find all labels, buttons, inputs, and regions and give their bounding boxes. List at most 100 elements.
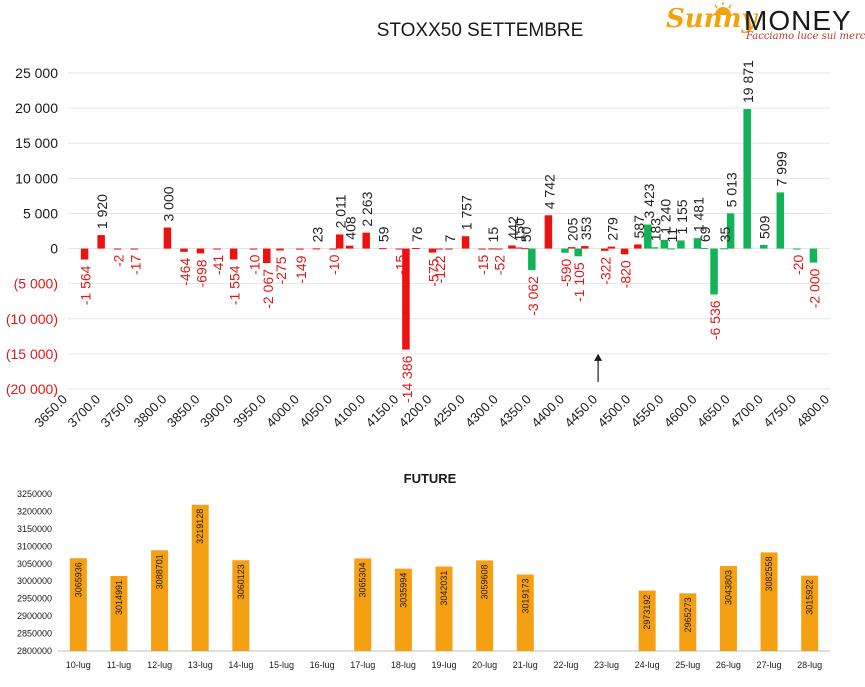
bottom-data-label: 3065936 — [73, 562, 83, 597]
bottom-data-label: 3015922 — [805, 580, 815, 615]
bottom-bar — [394, 568, 412, 651]
top-bar — [607, 246, 616, 249]
top-bar — [229, 248, 238, 260]
top-bar — [528, 248, 536, 271]
top-data-label: -122 — [432, 255, 448, 283]
top-y-tick-label: 10 000 — [15, 170, 58, 186]
bottom-bar — [69, 558, 87, 651]
top-bar — [620, 248, 629, 255]
bottom-y-tick-label: 2900000 — [17, 611, 52, 621]
top-bar — [130, 248, 139, 250]
top-data-label: -149 — [293, 255, 309, 283]
bottom-bar — [191, 504, 209, 651]
top-bar — [276, 248, 284, 251]
top-bar — [213, 248, 221, 250]
top-data-label: -275 — [273, 256, 289, 284]
top-bar — [650, 247, 659, 249]
top-data-label: 408 — [343, 216, 359, 240]
top-x-tick-label: 4800.0 — [793, 392, 832, 431]
top-y-tick-label: 15 000 — [15, 135, 58, 151]
bottom-chart-data-labels: 3065936 3014991 3088701 3219128 3060123 30653… — [73, 509, 814, 633]
top-data-label: 4 742 — [541, 174, 557, 209]
top-bar — [644, 224, 652, 249]
top-data-label: 3 423 — [641, 183, 657, 218]
bottom-bar — [110, 575, 128, 651]
sun-icon — [714, 2, 732, 15]
top-data-label: -464 — [177, 258, 193, 286]
top-bar — [677, 240, 685, 249]
top-data-label: -1 105 — [571, 262, 587, 302]
top-x-tick-label: 4650.0 — [694, 392, 733, 431]
top-bar — [362, 232, 370, 249]
top-data-label: -10 — [247, 254, 263, 274]
bottom-y-tick-label: 3200000 — [17, 506, 52, 516]
top-bar — [329, 248, 337, 250]
bottom-x-tick-label: 18-lug — [391, 660, 416, 670]
top-y-tick-label: (10 000) — [6, 311, 58, 327]
bottom-x-tick-label: 10-lug — [66, 660, 91, 670]
bottom-chart-bars — [69, 504, 819, 651]
top-x-tick-label: 3850.0 — [164, 392, 203, 431]
top-data-label: 2 011 — [333, 194, 349, 228]
bottom-x-tick-label: 14-lug — [228, 660, 253, 670]
top-data-label: 23 — [309, 227, 325, 243]
bottom-x-tick-label: 11-lug — [107, 660, 131, 670]
bottom-x-tick-label: 13-lug — [188, 660, 213, 670]
bottom-data-label: 3042031 — [439, 571, 449, 606]
top-data-label: -590 — [558, 258, 574, 286]
top-x-tick-label: 4600.0 — [661, 392, 700, 431]
bottom-y-tick-label: 2950000 — [17, 594, 52, 604]
top-chart-title: STOXX50 SETTEMBRE — [377, 20, 584, 41]
top-y-tick-label: (15 000) — [6, 346, 58, 362]
top-data-label: -575 — [425, 258, 441, 286]
top-data-label: 11 — [664, 228, 680, 243]
top-data-label: 205 — [565, 218, 581, 242]
top-bar — [600, 248, 609, 251]
bottom-data-label: 3014991 — [114, 580, 124, 615]
top-bar — [80, 248, 89, 260]
bottom-x-tick-label: 15-lug — [269, 660, 294, 670]
bottom-bar — [354, 558, 372, 651]
top-data-label: -15 — [392, 254, 408, 274]
bottom-x-tick-label: 19-lug — [431, 660, 456, 670]
top-bar — [793, 248, 801, 250]
top-y-tick-label: 0 — [50, 241, 58, 257]
top-data-label: -2 067 — [260, 269, 276, 309]
top-bar — [809, 248, 818, 263]
top-x-tick-label: 3700.0 — [65, 392, 104, 431]
top-data-label: 1 920 — [94, 194, 110, 229]
top-bar — [445, 248, 453, 250]
top-bar — [581, 246, 589, 249]
top-data-label: 442 — [505, 216, 521, 240]
top-bar — [345, 245, 354, 249]
top-data-label: 5 013 — [724, 172, 740, 207]
sunny-money-logo: Sunny MONEY Facciamo luce sui mercati — [664, 2, 865, 44]
top-chart-bars — [80, 109, 818, 350]
top-data-label: 3 000 — [160, 186, 176, 221]
bottom-data-label: 3082558 — [764, 556, 774, 591]
bottom-data-label: 2973192 — [642, 595, 652, 630]
top-x-tick-label: 4550.0 — [628, 392, 667, 431]
bottom-chart-title: FUTURE — [404, 471, 457, 486]
top-y-tick-label: 25 000 — [15, 65, 58, 81]
top-bar — [574, 248, 582, 257]
top-x-tick-label: 4500.0 — [595, 392, 634, 431]
top-data-label: 279 — [604, 217, 620, 241]
logo-brand-left: Sunny — [666, 4, 757, 34]
top-bar — [97, 235, 105, 249]
top-bar — [180, 248, 188, 252]
bottom-bar — [719, 565, 737, 651]
top-data-label: 7 — [442, 235, 458, 243]
top-x-tick-label: 4750.0 — [760, 392, 799, 431]
top-data-label: 15 — [485, 227, 501, 243]
top-data-label: -52 — [492, 255, 508, 275]
top-data-label: -698 — [194, 259, 210, 287]
top-bar — [249, 248, 258, 250]
top-bar — [395, 248, 404, 250]
top-data-label: -1 554 — [227, 265, 243, 305]
bottom-y-tick-label: 3150000 — [17, 524, 52, 534]
top-data-label: 76 — [409, 226, 425, 242]
top-data-label: -14 386 — [399, 355, 415, 403]
top-x-tick-label: 4000.0 — [263, 392, 302, 431]
